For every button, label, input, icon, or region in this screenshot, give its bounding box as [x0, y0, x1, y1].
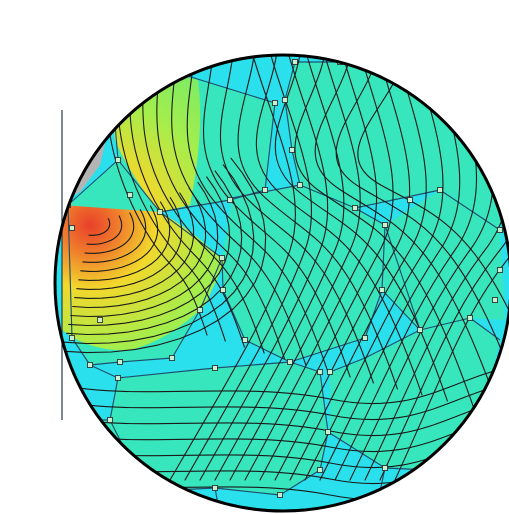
grain-nodes	[65, 57, 503, 498]
grain-node	[77, 417, 83, 423]
grain-node	[87, 362, 93, 368]
iso-contour-line	[394, 55, 509, 481]
grain-node	[169, 355, 175, 361]
iso-contour-line	[199, 55, 329, 481]
grain-node	[227, 197, 233, 203]
iso-contour-line	[304, 55, 444, 481]
grain-boundary-edge	[384, 224, 501, 341]
grain-node	[175, 70, 181, 76]
grain-node	[467, 117, 473, 123]
grain-node	[407, 197, 413, 203]
grain-node	[69, 335, 75, 341]
iso-contour-line	[84, 212, 135, 254]
iso-contour-line	[80, 205, 159, 272]
grain-node	[382, 465, 388, 471]
grain-node	[277, 492, 283, 498]
grain-node	[427, 467, 433, 473]
grain-node	[282, 97, 288, 103]
grain-node	[220, 287, 226, 293]
grain-node	[110, 97, 116, 103]
iso-contour-line	[335, 55, 509, 420]
iso-contour-line	[88, 218, 111, 236]
grain-node	[497, 227, 503, 233]
iso-contour-line	[357, 55, 509, 426]
iso-contour-line	[186, 55, 329, 372]
grain-node	[104, 57, 110, 63]
grain-node	[417, 327, 423, 333]
grain-node	[172, 487, 178, 493]
grain-node	[107, 417, 113, 423]
grain-node	[212, 365, 218, 371]
iso-contour-line	[379, 55, 509, 481]
grain-node	[327, 369, 333, 375]
grain-node	[115, 157, 121, 163]
grain-node	[262, 187, 268, 193]
grain-node	[325, 429, 331, 435]
grain-node	[69, 225, 75, 231]
grain-node	[212, 485, 218, 491]
grain-node	[117, 359, 123, 365]
grain-boundary-edge	[67, 159, 119, 206]
iso-contour-line	[244, 55, 378, 481]
iso-contour-line	[219, 55, 374, 384]
grain-node	[287, 359, 293, 365]
grain-node	[362, 335, 368, 341]
grain-lower-left	[110, 362, 328, 495]
iso-contour-line	[76, 197, 183, 290]
grain-node	[219, 255, 225, 261]
grain-node	[127, 192, 133, 198]
iso-contour-line	[74, 192, 195, 299]
grain-node	[382, 222, 388, 228]
grain-node	[477, 417, 483, 423]
iso-contour-line	[259, 55, 394, 481]
grain-node	[289, 147, 295, 153]
iso-contour-line	[169, 55, 296, 481]
iso-contour-line	[86, 215, 123, 245]
iso-contour-line	[68, 176, 231, 327]
iso-contour-line	[61, 157, 267, 354]
iso-contour-line	[72, 187, 207, 309]
iso-contour-line	[314, 55, 501, 414]
grain-node	[407, 77, 413, 83]
domain-boundary-circle	[53, 53, 509, 513]
grain-node	[127, 457, 133, 463]
iso-contour-line	[229, 55, 361, 481]
iso-contour-line	[70, 182, 219, 318]
iso-contour-line	[156, 55, 286, 360]
grain-node	[352, 205, 358, 211]
iso-contour-line	[214, 55, 345, 481]
grain-node	[379, 287, 385, 293]
iso-contour-line	[82, 209, 147, 263]
grain-node	[157, 209, 163, 215]
grain-boundary-edge	[381, 289, 421, 331]
grain-node	[317, 369, 323, 375]
grain-node	[497, 267, 503, 273]
disk-content	[55, 55, 509, 511]
grain-node	[297, 182, 303, 188]
grain-node	[492, 297, 498, 303]
grain-node	[317, 467, 323, 473]
iso-contour-line	[171, 55, 307, 366]
grain-node	[242, 337, 248, 343]
iso-contour-line	[294, 55, 474, 408]
iso-contour-line	[255, 55, 423, 396]
grain-node	[272, 100, 278, 106]
iso-contour-line	[63, 164, 255, 345]
grain-node	[467, 315, 473, 321]
grain-boundary-edge	[129, 459, 141, 506]
iso-contour-line	[78, 201, 171, 281]
iso-contour-line	[59, 380, 509, 421]
iso-contour-line	[59, 364, 509, 405]
iso-contour-line	[289, 55, 427, 481]
iso-contour-line	[274, 55, 411, 481]
high-field-region	[62, 55, 225, 351]
grain-node	[115, 375, 121, 381]
grain-node	[292, 59, 298, 65]
grain-node	[97, 317, 103, 323]
iso-contour-line	[184, 55, 313, 481]
grain-node	[197, 307, 203, 313]
grain-node	[437, 187, 443, 193]
